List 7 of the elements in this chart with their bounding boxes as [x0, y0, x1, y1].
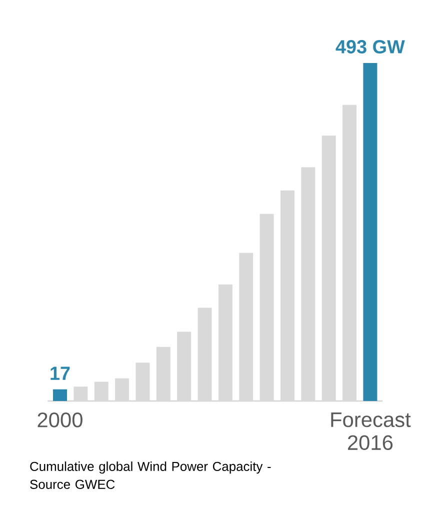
text: Cumulative global Wind Power Capacity - Source GWEC: [30, 462, 271, 489]
data-label: 493 GW: [336, 40, 405, 54]
data-label: 17: [50, 366, 70, 380]
bar: [363, 62, 378, 401]
x-tick-label: Forecast 2016: [331, 412, 411, 450]
x-tick-label: 2000: [38, 412, 82, 428]
bar: [53, 389, 68, 401]
